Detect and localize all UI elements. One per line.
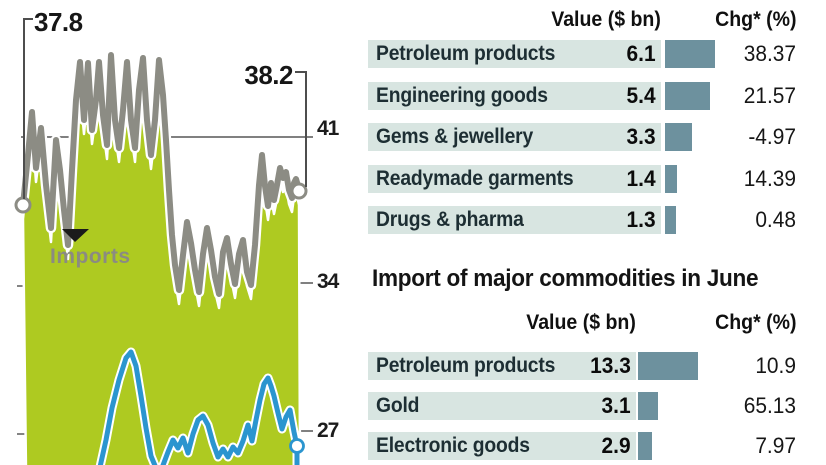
row-strip: Engineering goods 5.4 bbox=[368, 81, 661, 110]
chg-column-header: Chg* (%) bbox=[714, 8, 796, 31]
chg-cell: 0.48 bbox=[755, 207, 796, 232]
value-bar bbox=[665, 40, 715, 68]
commodity-tables: Value ($ bn) Chg* (%) Petroleum products… bbox=[365, 0, 826, 465]
table-row: Electronic goods 2.9 7.97 bbox=[365, 432, 826, 460]
table-row: Gems & jewellery 3.3 -4.97 bbox=[365, 123, 826, 151]
table-row: Readymade garments 1.4 14.39 bbox=[365, 164, 826, 193]
second-series-end-marker bbox=[289, 438, 305, 454]
value-bar bbox=[638, 392, 658, 420]
imports-section-heading: Import of major commodities in June bbox=[372, 265, 759, 292]
commodity-label: Readymade garments bbox=[376, 166, 574, 190]
chg-column-header: Chg* (%) bbox=[714, 311, 796, 334]
chg-cell: 65.13 bbox=[743, 393, 796, 418]
value-bar bbox=[638, 432, 652, 460]
value-cell: 5.4 bbox=[626, 82, 656, 108]
value-bar bbox=[638, 352, 698, 380]
chg-cell: -4.97 bbox=[748, 124, 796, 149]
table-row: Petroleum products 6.1 38.37 bbox=[365, 40, 826, 68]
imports-pointer-icon bbox=[62, 229, 89, 242]
value-cell: 2.9 bbox=[601, 433, 631, 458]
value-cell: 1.4 bbox=[626, 165, 656, 191]
value-bar bbox=[665, 81, 710, 110]
value-cell: 6.1 bbox=[626, 41, 656, 66]
chg-cell: 38.37 bbox=[743, 41, 796, 66]
row-strip: Electronic goods 2.9 bbox=[368, 432, 636, 460]
y-tick-label-27: 27 bbox=[317, 419, 339, 442]
row-strip: Drugs & pharma 1.3 bbox=[368, 206, 661, 234]
commodity-label: Engineering goods bbox=[376, 83, 548, 107]
table-row: Gold 3.1 65.13 bbox=[365, 392, 826, 420]
row-strip: Readymade garments 1.4 bbox=[368, 164, 661, 193]
table-row: Drugs & pharma 1.3 0.48 bbox=[365, 206, 826, 234]
row-strip: Gems & jewellery 3.3 bbox=[368, 123, 661, 151]
value-cell: 3.1 bbox=[601, 393, 631, 418]
value-column-header: Value ($ bn) bbox=[551, 8, 661, 31]
imports-start-marker bbox=[14, 196, 32, 214]
commodity-label: Petroleum products bbox=[376, 354, 556, 377]
chg-cell: 14.39 bbox=[743, 165, 796, 191]
value-column-header: Value ($ bn) bbox=[526, 311, 636, 334]
imports-trend-chart: 41 34 27 37.8 38.2 Imports bbox=[14, 7, 341, 465]
value-bar bbox=[665, 123, 692, 151]
commodity-label: Electronic goods bbox=[376, 434, 530, 457]
second-series-line bbox=[97, 349, 300, 465]
commodity-label: Gems & jewellery bbox=[376, 125, 534, 148]
value-bar bbox=[665, 164, 677, 193]
value-cell: 13.3 bbox=[590, 353, 631, 378]
value-cell: 1.3 bbox=[626, 207, 656, 232]
commodity-label: Drugs & pharma bbox=[376, 208, 524, 231]
value-bar bbox=[665, 206, 676, 234]
table-row: Petroleum products 13.3 10.9 bbox=[365, 352, 826, 380]
start-value-label: 37.8 bbox=[34, 7, 83, 37]
value-cell: 3.3 bbox=[626, 124, 656, 149]
end-value-label: 38.2 bbox=[244, 60, 293, 90]
commodity-label: Gold bbox=[376, 394, 420, 417]
end-bracket bbox=[295, 71, 307, 187]
commodity-label: Petroleum products bbox=[376, 42, 556, 65]
table-row: Engineering goods 5.4 21.57 bbox=[365, 81, 826, 110]
imports-line bbox=[20, 52, 302, 297]
chg-cell: 21.57 bbox=[743, 82, 796, 108]
imports-end-marker bbox=[290, 182, 308, 200]
start-bracket bbox=[23, 18, 33, 199]
row-strip: Petroleum products 13.3 bbox=[368, 352, 636, 380]
chg-cell: 7.97 bbox=[755, 433, 796, 458]
y-tick-label-41: 41 bbox=[317, 117, 340, 140]
imports-series-label: Imports bbox=[50, 245, 131, 268]
y-tick-label-34: 34 bbox=[317, 270, 340, 293]
chg-cell: 10.9 bbox=[755, 353, 796, 378]
row-strip: Gold 3.1 bbox=[368, 392, 636, 420]
row-strip: Petroleum products 6.1 bbox=[368, 40, 661, 68]
